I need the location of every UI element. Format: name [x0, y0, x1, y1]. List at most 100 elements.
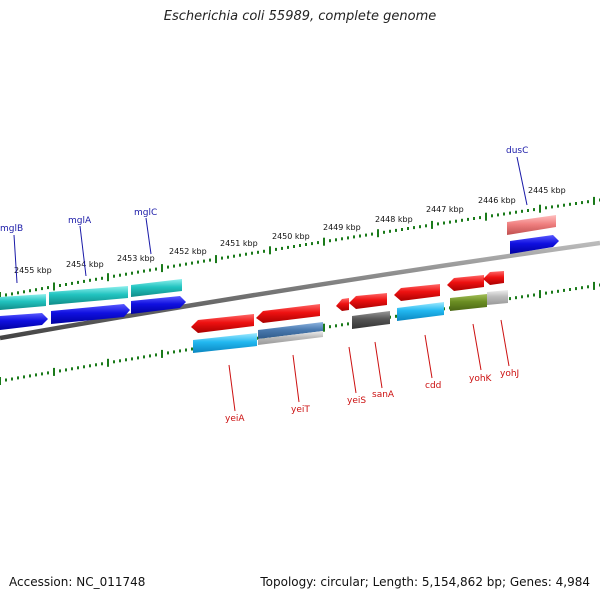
gene-mglC[interactable] — [131, 296, 186, 314]
gene-yeiT[interactable] — [256, 304, 320, 323]
minor-tick — [263, 249, 265, 253]
minor-tick — [179, 263, 181, 267]
leader-yeiA — [228, 364, 236, 412]
minor-tick — [533, 208, 535, 212]
minor-tick — [389, 229, 391, 233]
major-tick — [161, 349, 163, 358]
minor-tick — [587, 285, 589, 289]
minor-tick — [185, 262, 187, 266]
major-tick — [269, 246, 271, 255]
gene-mglC-pseudo — [131, 279, 182, 297]
minor-tick — [59, 369, 61, 373]
label-mglC[interactable]: mglC — [134, 208, 157, 218]
gene-yeiA[interactable] — [191, 314, 254, 333]
gene-mglB[interactable] — [0, 313, 48, 330]
minor-tick — [329, 239, 331, 243]
label-yeiA[interactable]: yeiA — [225, 414, 245, 424]
genome-backbone — [0, 240, 600, 341]
label-mglB[interactable]: mglB — [0, 224, 23, 234]
minor-tick — [203, 259, 205, 263]
minor-tick — [71, 367, 73, 371]
minor-tick — [545, 291, 547, 295]
leader-cdd — [424, 334, 433, 379]
gene-mglA[interactable] — [51, 304, 130, 324]
minor-tick — [143, 355, 145, 359]
minor-tick — [575, 202, 577, 205]
gene-dusC[interactable] — [510, 235, 559, 254]
gene-yohJ[interactable] — [483, 271, 504, 285]
ruler-label: 2445 kbp — [528, 186, 566, 195]
gene-sanA-pseudo — [352, 311, 390, 329]
minor-tick — [461, 218, 463, 222]
label-yeiT[interactable]: yeiT — [291, 405, 310, 415]
minor-tick — [221, 256, 223, 260]
label-yeiS[interactable]: yeiS — [347, 396, 366, 406]
major-tick — [377, 229, 379, 238]
minor-tick — [155, 353, 157, 357]
minor-tick — [293, 245, 295, 248]
minor-tick — [77, 280, 79, 284]
major-tick — [161, 264, 163, 273]
leader-dusC — [516, 156, 528, 206]
minor-tick — [239, 253, 241, 257]
minor-tick — [5, 378, 7, 382]
leader-yeiT — [292, 354, 300, 403]
minor-tick — [557, 204, 559, 208]
minor-tick — [17, 376, 19, 380]
label-cdd[interactable]: cdd — [425, 381, 441, 391]
minor-tick — [569, 288, 571, 291]
major-tick — [485, 212, 487, 221]
gene-yeiT-pseudo — [258, 322, 323, 339]
minor-tick — [131, 357, 133, 361]
minor-tick — [521, 209, 523, 213]
major-tick — [323, 323, 325, 332]
label-yohJ[interactable]: yohJ — [500, 369, 519, 379]
minor-tick — [95, 363, 97, 367]
gene-yeiS[interactable] — [336, 298, 349, 311]
minor-tick — [167, 351, 169, 355]
minor-tick — [11, 377, 13, 381]
leader-yohJ — [500, 319, 510, 367]
leader-mglB — [13, 234, 18, 284]
minor-tick — [527, 209, 529, 212]
major-tick — [215, 255, 217, 264]
gene-yohJ-pseudo — [487, 290, 508, 305]
ruler-label: 2446 kbp — [478, 196, 516, 205]
leader-yeiS — [348, 346, 357, 394]
forward-features — [0, 215, 559, 330]
minor-tick — [563, 288, 565, 292]
minor-tick — [545, 206, 547, 210]
minor-tick — [497, 213, 499, 217]
major-tick — [107, 358, 109, 367]
ruler-label: 2455 kbp — [14, 266, 52, 275]
minor-tick — [311, 242, 313, 246]
ruler-label: 2448 kbp — [375, 215, 413, 224]
minor-tick — [551, 205, 553, 209]
label-yohK[interactable]: yohK — [469, 374, 493, 384]
minor-tick — [185, 348, 187, 352]
label-dusC[interactable]: dusC — [506, 146, 528, 156]
minor-tick — [191, 347, 193, 351]
minor-tick — [149, 268, 151, 272]
minor-tick — [35, 373, 37, 377]
major-tick — [0, 292, 1, 300]
minor-tick — [191, 261, 193, 265]
gene-sanA[interactable] — [349, 293, 387, 309]
accession-text: Accession: NC_011748 — [9, 575, 146, 589]
minor-tick — [17, 291, 19, 295]
minor-tick — [47, 371, 49, 375]
minor-tick — [257, 250, 259, 254]
label-mglA[interactable]: mglA — [68, 216, 92, 226]
minor-tick — [149, 354, 151, 358]
minor-tick — [125, 272, 127, 276]
minor-tick — [29, 374, 31, 378]
minor-tick — [65, 283, 67, 286]
minor-tick — [329, 325, 331, 329]
minor-tick — [395, 314, 397, 318]
minor-tick — [515, 210, 517, 214]
minor-tick — [95, 277, 97, 281]
major-tick — [323, 237, 325, 246]
label-sanA[interactable]: sanA — [372, 390, 395, 400]
gene-cdd[interactable] — [394, 284, 440, 301]
gene-yohK[interactable] — [447, 275, 484, 291]
